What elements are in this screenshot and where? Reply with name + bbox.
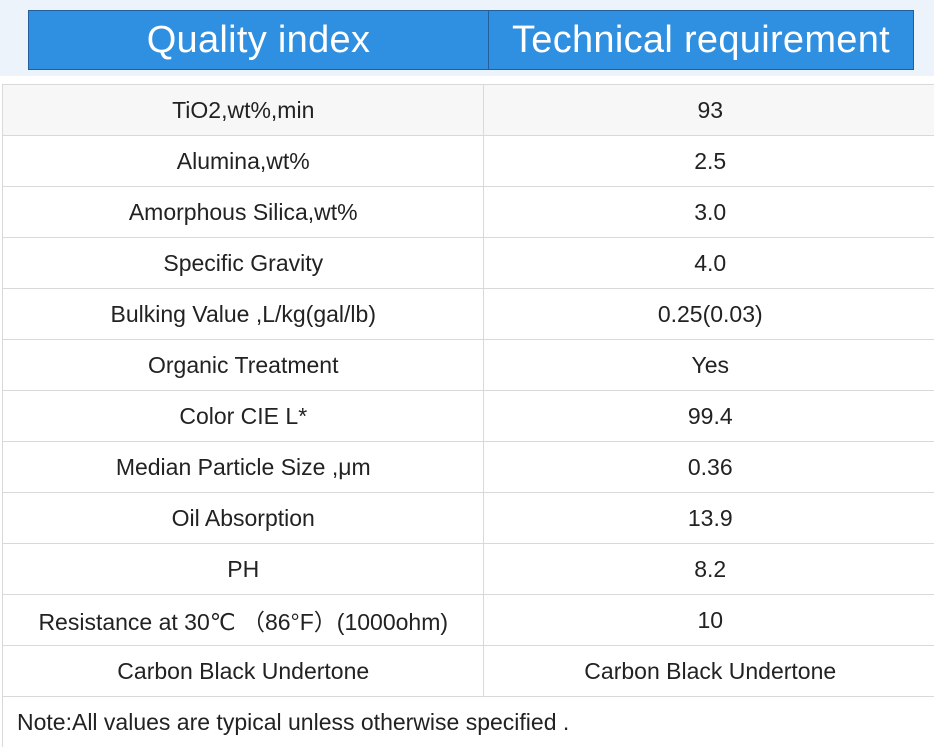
quality-index-cell: Alumina,wt% bbox=[3, 136, 485, 186]
table-row: Carbon Black Undertone Carbon Black Unde… bbox=[3, 646, 934, 697]
table-header: Quality index Technical requirement bbox=[28, 10, 914, 70]
header-quality-index: Quality index bbox=[29, 11, 489, 69]
header-technical-requirement: Technical requirement bbox=[511, 18, 891, 61]
requirement-cell: 3.0 bbox=[694, 198, 727, 225]
requirement-cell: Yes bbox=[691, 351, 729, 378]
requirement-cell: 8.2 bbox=[694, 555, 727, 582]
quality-index-cell: Bulking Value ,L/kg(gal/lb) bbox=[3, 289, 485, 339]
quality-index-cell: TiO2,wt%,min bbox=[3, 85, 485, 135]
table-row: Oil Absorption 13.9 bbox=[3, 493, 934, 544]
table-row: Resistance at 30℃ （86°F）(1000ohm) 10 bbox=[3, 595, 934, 646]
table-row: Color CIE L* 99.4 bbox=[3, 391, 934, 442]
table-row: Organic Treatment Yes bbox=[3, 340, 934, 391]
quality-index-cell: Carbon Black Undertone bbox=[3, 646, 485, 696]
quality-index-cell: Resistance at 30℃ （86°F）(1000ohm) bbox=[3, 595, 485, 645]
requirement-cell: 13.9 bbox=[687, 504, 733, 531]
requirement-cell: 0.25(0.03) bbox=[657, 300, 763, 327]
table-row: Bulking Value ,L/kg(gal/lb) 0.25(0.03) bbox=[3, 289, 934, 340]
table-row: Median Particle Size ,μm 0.36 bbox=[3, 442, 934, 493]
table-row: TiO2,wt%,min 93 bbox=[3, 85, 934, 136]
table-row: Alumina,wt% 2.5 bbox=[3, 136, 934, 187]
table-row: Specific Gravity 4.0 bbox=[3, 238, 934, 289]
requirement-cell: 0.36 bbox=[687, 453, 733, 480]
quality-index-cell: Oil Absorption bbox=[3, 493, 485, 543]
requirement-cell: 99.4 bbox=[687, 402, 733, 429]
table-row: PH 8.2 bbox=[3, 544, 934, 595]
quality-index-cell: PH bbox=[3, 544, 485, 594]
quality-index-cell: Amorphous Silica,wt% bbox=[3, 187, 485, 237]
requirement-cell: 10 bbox=[697, 606, 724, 633]
table-note: Note:All values are typical unless other… bbox=[17, 708, 570, 735]
requirement-cell: 93 bbox=[697, 96, 724, 123]
requirement-cell: Carbon Black Undertone bbox=[584, 657, 837, 684]
quality-index-cell: Specific Gravity bbox=[3, 238, 485, 288]
table-row: Amorphous Silica,wt% 3.0 bbox=[3, 187, 934, 238]
quality-index-cell: Color CIE L* bbox=[3, 391, 485, 441]
spec-table: TiO2,wt%,min 93 Alumina,wt% 2.5 Amorphou… bbox=[2, 84, 934, 747]
requirement-cell: 4.0 bbox=[694, 249, 727, 276]
quality-index-cell: Organic Treatment bbox=[3, 340, 485, 390]
quality-index-cell: Median Particle Size ,μm bbox=[3, 442, 485, 492]
requirement-cell: 2.5 bbox=[694, 147, 727, 174]
